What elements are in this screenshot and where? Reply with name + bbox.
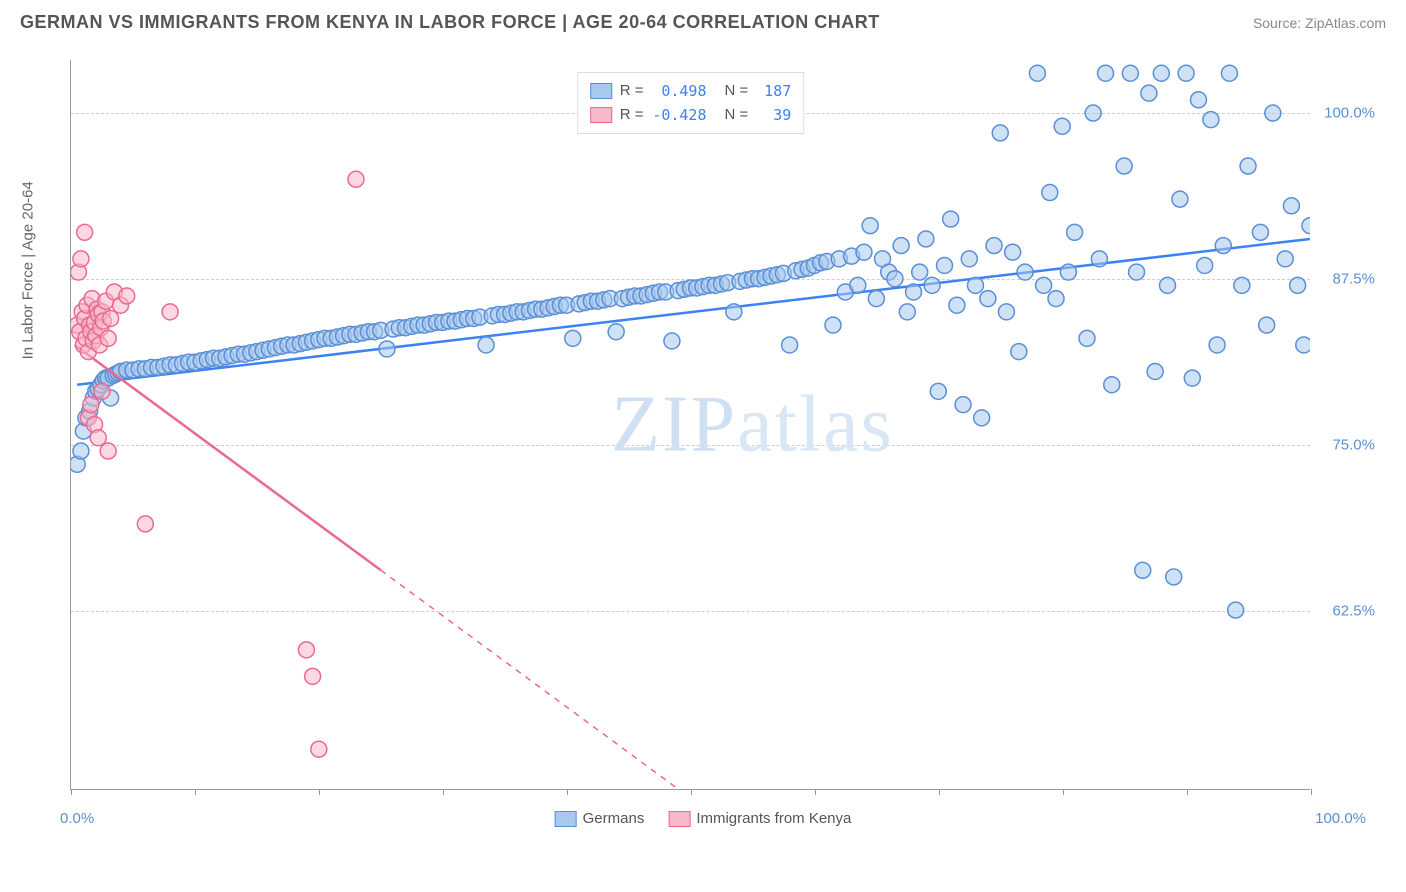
y-tick-label: 75.0% [1332, 436, 1375, 453]
x-min-label: 0.0% [60, 810, 94, 827]
legend-stats-row-1: R = 0.498 N = 187 [590, 79, 792, 103]
x-tick [319, 789, 320, 795]
chart-container: In Labor Force | Age 20-64 ZIPatlas R = … [20, 50, 1386, 830]
x-tick [1187, 789, 1188, 795]
x-tick [71, 789, 72, 795]
legend-item-germans: Germans [555, 810, 645, 827]
legend-swatch-germans [590, 83, 612, 99]
legend-swatch-kenya-icon [668, 811, 690, 827]
legend-n-label: N = [725, 79, 749, 103]
legend-swatch-germans-icon [555, 811, 577, 827]
legend-r-value-1: 0.498 [652, 79, 707, 103]
legend-n-label: N = [725, 103, 749, 127]
y-tick-label: 100.0% [1324, 105, 1375, 122]
legend-label-kenya: Immigrants from Kenya [696, 810, 851, 827]
legend-label-germans: Germans [583, 810, 645, 827]
x-tick [1311, 789, 1312, 795]
legend-n-value-2: 39 [756, 103, 791, 127]
legend-stats-row-2: R = -0.428 N = 39 [590, 103, 792, 127]
legend-r-value-2: -0.428 [652, 103, 707, 127]
legend-n-value-1: 187 [756, 79, 791, 103]
legend-r-label: R = [620, 79, 644, 103]
plot-area: ZIPatlas R = 0.498 N = 187 R = -0.428 N … [70, 60, 1310, 790]
chart-title: GERMAN VS IMMIGRANTS FROM KENYA IN LABOR… [20, 12, 880, 33]
x-tick [443, 789, 444, 795]
legend-r-label: R = [620, 103, 644, 127]
legend-item-kenya: Immigrants from Kenya [668, 810, 851, 827]
x-tick [567, 789, 568, 795]
legend-stats: R = 0.498 N = 187 R = -0.428 N = 39 [577, 72, 805, 134]
source-attribution: Source: ZipAtlas.com [1253, 15, 1386, 31]
x-tick [691, 789, 692, 795]
x-tick [1063, 789, 1064, 795]
y-tick-label: 87.5% [1332, 271, 1375, 288]
x-tick [939, 789, 940, 795]
x-tick [815, 789, 816, 795]
legend-swatch-kenya [590, 107, 612, 123]
x-max-label: 100.0% [1315, 810, 1366, 827]
y-tick-label: 62.5% [1332, 602, 1375, 619]
legend-series: Germans Immigrants from Kenya [555, 810, 852, 827]
scatter-svg [71, 60, 1310, 789]
y-axis-label: In Labor Force | Age 20-64 [20, 181, 37, 359]
x-tick [195, 789, 196, 795]
